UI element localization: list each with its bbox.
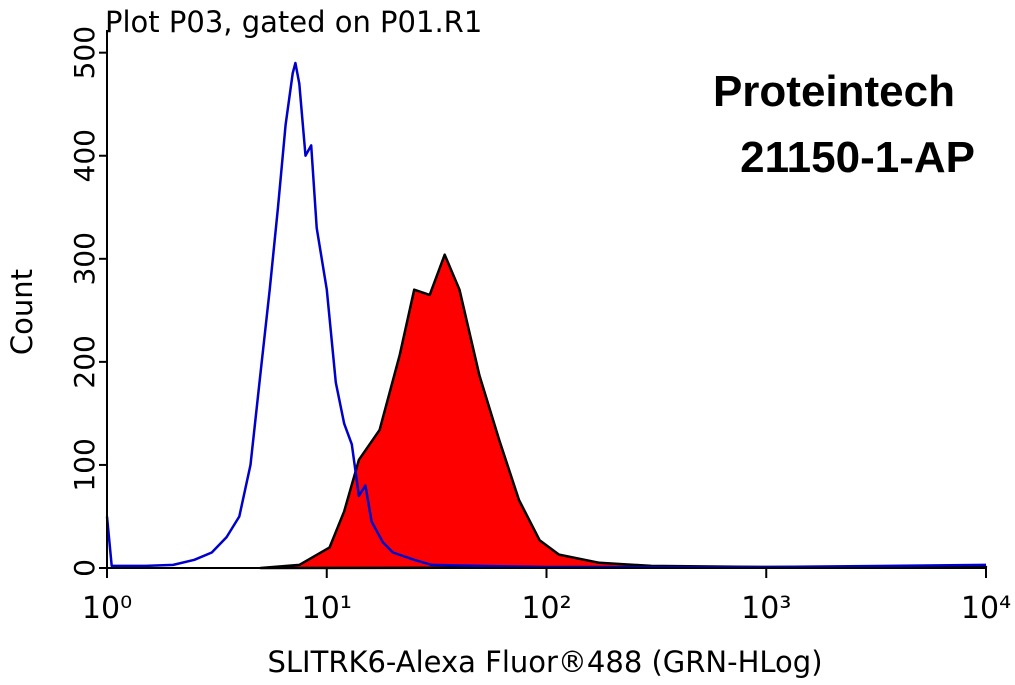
y-tick-label: 200 [68, 335, 101, 388]
y-tick-label: 0 [68, 559, 101, 577]
y-tick-label: 100 [68, 438, 101, 491]
x-tick-label: 10⁰ [82, 591, 132, 626]
area [259, 253, 988, 570]
annotation: 21150-1-AP [740, 133, 975, 182]
x-tick-label: 10² [521, 591, 571, 626]
x-tick-label: 10¹ [302, 591, 352, 626]
x-axis-label: SLITRK6-Alexa Fluor®488 (GRN-HLog) [267, 645, 822, 679]
y-tick-label: 400 [68, 129, 101, 182]
x-tick-label: 10⁴ [961, 591, 1011, 626]
y-tick-label: 300 [68, 232, 101, 285]
x-tick-label: 10³ [741, 591, 791, 626]
chart-title: Plot P03, gated on P01.R1 [105, 5, 482, 39]
line [105, 61, 987, 569]
y-tick-label: 500 [68, 26, 101, 79]
y-axis-label: Count [5, 269, 39, 355]
annotation: Proteintech [713, 67, 955, 116]
